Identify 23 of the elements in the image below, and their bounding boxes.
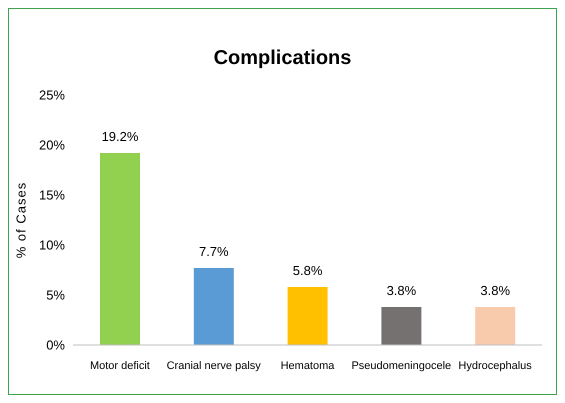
y-axis-title: % of Cases bbox=[14, 182, 29, 258]
x-tick-label: Hydrocephalus bbox=[458, 360, 532, 372]
bar bbox=[381, 307, 422, 345]
data-label: 7.7% bbox=[198, 244, 230, 259]
x-tick-label: Motor deficit bbox=[90, 360, 150, 372]
x-tick-label: Hematoma bbox=[280, 360, 336, 372]
data-label: 3.8% bbox=[386, 283, 417, 298]
chart-title: Complications bbox=[212, 47, 352, 70]
bar bbox=[288, 287, 328, 345]
y-tick-label: 15% bbox=[38, 188, 66, 203]
y-tick-label: 5% bbox=[46, 288, 66, 303]
data-label: 5.8% bbox=[292, 263, 323, 278]
y-tick-label: 0% bbox=[46, 338, 66, 353]
data-label: 3.8% bbox=[480, 283, 510, 298]
x-tick-label: Cranial nerve palsy bbox=[166, 360, 262, 372]
x-tick-label: Pseudomeningocele bbox=[351, 360, 452, 372]
data-label: 19.2% bbox=[102, 129, 139, 144]
y-tick-label: 20% bbox=[38, 138, 66, 153]
y-tick-label: 10% bbox=[38, 238, 66, 253]
y-tick-label: 25% bbox=[38, 88, 66, 103]
bar bbox=[100, 153, 140, 345]
bar bbox=[194, 268, 234, 345]
bar bbox=[475, 307, 516, 345]
